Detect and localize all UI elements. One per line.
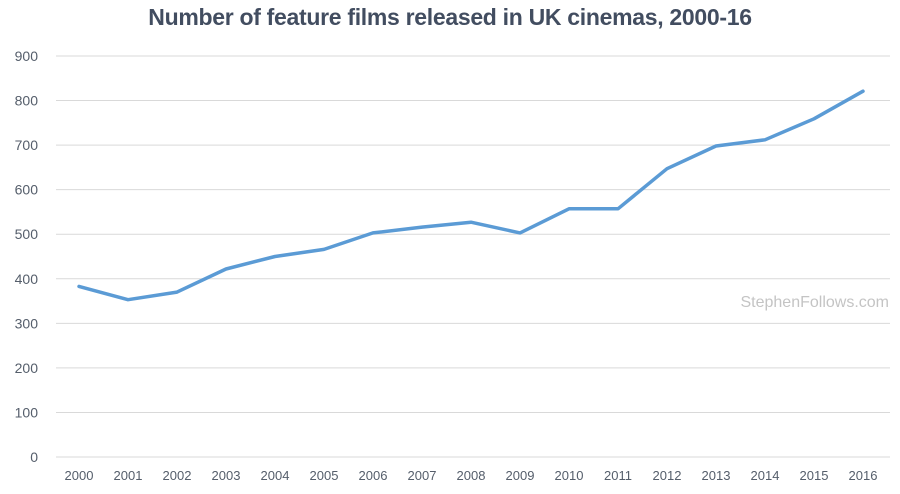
series-line (77, 89, 865, 302)
x-tick-label: 2011 (604, 468, 632, 483)
x-tick-label: 2015 (800, 468, 829, 483)
gridlines (56, 55, 890, 458)
x-axis-ticks: 2000 2001 2002 2003 2004 2005 2006 2007 2008 2009… (65, 468, 878, 483)
x-tick-label: 2013 (702, 468, 731, 483)
watermark: StephenFollows.com (740, 294, 889, 311)
x-tick-label: 2008 (457, 468, 486, 483)
y-tick-label: 200 (15, 360, 39, 376)
x-tick-label: 2001 (114, 468, 143, 483)
x-tick-label: 2002 (163, 468, 192, 483)
y-axis-ticks: 0 100 200 300 400 500 600 700 800 900 (15, 48, 39, 465)
y-tick-label: 100 (15, 404, 39, 420)
x-tick-label: 2004 (261, 468, 290, 483)
x-tick-label: 2000 (65, 468, 94, 483)
y-tick-label: 900 (15, 48, 39, 64)
x-tick-label: 2016 (849, 468, 878, 483)
chart-title: Number of feature films released in UK c… (148, 4, 752, 30)
y-tick-label: 300 (15, 315, 39, 331)
x-tick-label: 2009 (506, 468, 535, 483)
x-tick-label: 2003 (212, 468, 241, 483)
x-tick-label: 2006 (359, 468, 388, 483)
y-tick-label: 400 (15, 271, 39, 287)
x-tick-label: 2014 (751, 468, 780, 483)
y-tick-label: 600 (15, 182, 39, 198)
x-tick-label: 2010 (555, 468, 584, 483)
data-series (77, 89, 865, 302)
y-tick-label: 500 (15, 226, 39, 242)
y-tick-label: 800 (15, 93, 39, 109)
x-tick-label: 2007 (408, 468, 437, 483)
y-tick-label: 0 (30, 449, 38, 465)
y-tick-label: 700 (15, 137, 39, 153)
x-tick-label: 2005 (310, 468, 339, 483)
x-tick-label: 2012 (653, 468, 682, 483)
